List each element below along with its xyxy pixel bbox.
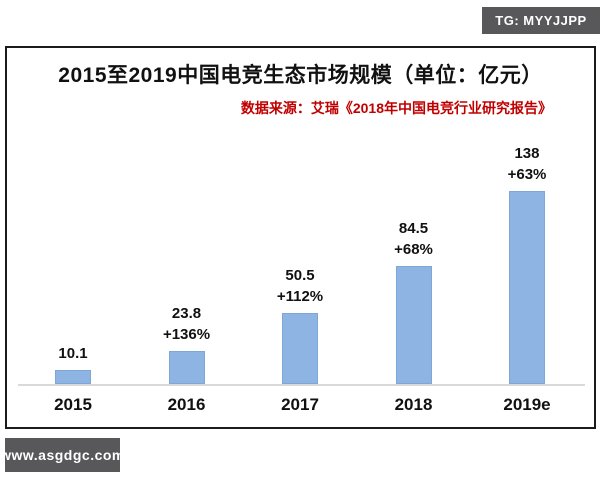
chart-title: 2015至2019中国电竞生态市场规模（单位：亿元） <box>58 64 543 87</box>
bar-group: 23.8 +136% <box>130 48 243 384</box>
x-axis-line <box>18 384 585 386</box>
bar <box>395 265 432 384</box>
bar-group: 10.1 <box>17 48 130 384</box>
website-watermark-badge: www.asgdgc.com <box>0 438 124 472</box>
bar-group: 84.5 +68% <box>357 48 470 384</box>
x-axis-label: 2019e <box>503 395 551 414</box>
bar-value-label: 50.5 +112% <box>276 267 324 306</box>
telegram-watermark-badge: TG: MYYJJPP <box>482 7 600 34</box>
bar <box>55 369 91 384</box>
bar-group: 138 +63% <box>471 48 584 384</box>
bar-value-label: 23.8 +136% <box>162 304 211 343</box>
bar-group: 50.5 +112% <box>244 48 357 384</box>
x-axis-label: 2016 <box>167 395 206 414</box>
bar <box>509 190 545 384</box>
x-axis-label: 2015 <box>54 395 92 414</box>
bar <box>168 350 205 384</box>
x-axis-label: 2017 <box>281 395 319 414</box>
chart-source-note: 数据来源：艾瑞《2018年中国电竞行业研究报告》 <box>240 100 552 116</box>
x-axis-label: 2018 <box>394 395 433 414</box>
chart-panel: 2015至2019中国电竞生态市场规模（单位：亿元） 数据来源：艾瑞《2018年… <box>5 46 596 429</box>
bar-value-label: 138 +63% <box>507 144 547 183</box>
bar-value-label: 10.1 <box>58 344 88 362</box>
bar <box>282 313 318 384</box>
bar-value-label: 84.5 +68% <box>394 219 433 258</box>
bar-chart-plot-area: 10.1 2015 23.8 +136% 2016 50.5 +112% 2017 84.5… <box>7 48 594 427</box>
